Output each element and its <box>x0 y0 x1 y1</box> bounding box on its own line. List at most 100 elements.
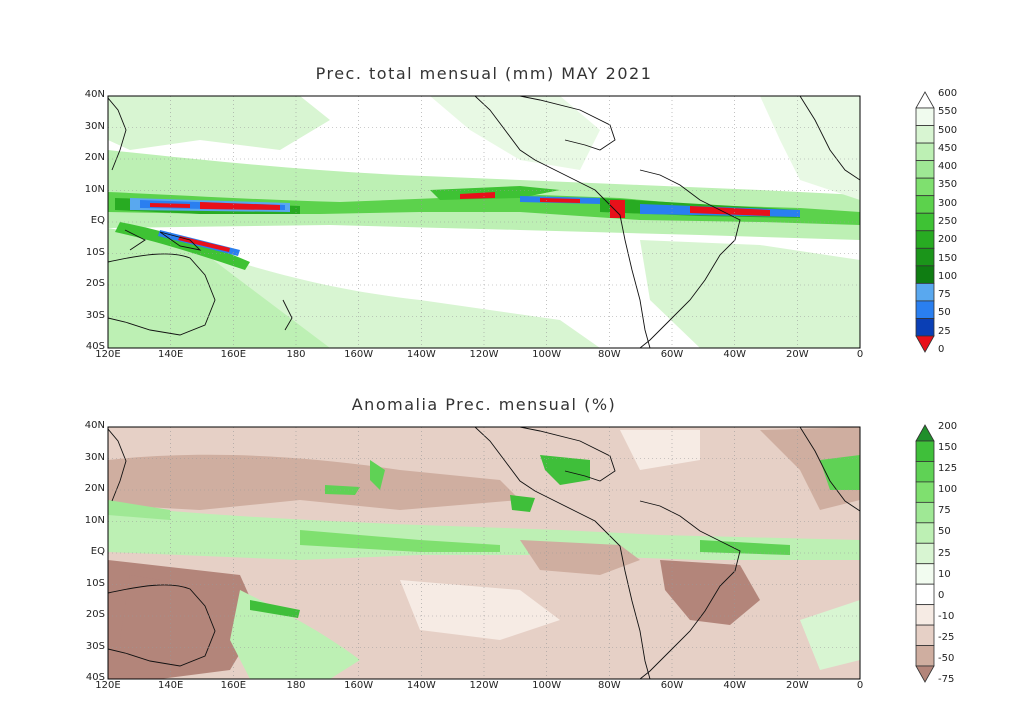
lat-tick-label: 40S <box>85 672 105 683</box>
lon-tick-label: 160E <box>220 349 247 360</box>
lon-tick-label: 180 <box>286 680 306 691</box>
colorbar-swatch <box>915 265 935 284</box>
colorbar-bottom-triangle <box>915 335 935 353</box>
colorbar-swatch <box>915 212 935 232</box>
lat-tick-label: 20N <box>84 483 105 494</box>
lon-tick-label: 120E <box>95 680 121 691</box>
lon-tick-label: 60W <box>660 349 684 360</box>
colorbar-level-label: 75 <box>938 505 951 517</box>
bottom-map-frame <box>107 426 861 680</box>
lon-tick-label: 40W <box>723 349 746 360</box>
colorbar-level-label: 400 <box>938 161 958 173</box>
colorbar-swatch <box>915 300 935 319</box>
colorbar-level-label: 250 <box>938 216 958 227</box>
colorbar-level-label: 50 <box>938 526 951 538</box>
colorbar-level-label: 0 <box>938 589 945 601</box>
colorbar-swatch <box>915 318 935 337</box>
lon-tick-label: 0 <box>856 349 864 360</box>
colorbar-level-label: 150 <box>938 442 958 454</box>
colorbar-level-label: -25 <box>938 631 955 643</box>
lat-tick-label: 20N <box>84 152 105 163</box>
colorbar-level-label: 10 <box>938 568 951 580</box>
top-map-frame <box>107 95 861 349</box>
colorbar-swatch <box>915 195 935 214</box>
top-panel-title: Prec. total mensual (mm) MAY 2021 <box>315 64 653 83</box>
colorbar-level-label: 100 <box>938 270 958 282</box>
colorbar-level-label: 300 <box>938 197 958 209</box>
colorbar-level-label: -10 <box>938 610 955 622</box>
colorbar-swatch <box>915 624 935 646</box>
colorbar-top-triangle <box>915 424 935 442</box>
colorbar-level-label: 600 <box>938 88 958 99</box>
lon-tick-label: 80W <box>598 680 621 691</box>
top-precip-map <box>108 96 860 348</box>
lat-tick-label: 10S <box>85 577 105 589</box>
lat-tick-label: 40N <box>84 89 105 100</box>
colorbar-swatch <box>915 522 935 544</box>
colorbar-swatch <box>915 230 935 249</box>
lat-tick-label: 10N <box>84 183 105 195</box>
colorbar-top-triangle <box>915 91 935 109</box>
colorbar-swatch <box>915 247 935 267</box>
colorbar-swatch <box>915 125 935 144</box>
colorbar-level-label: 0 <box>938 344 945 355</box>
lat-tick-label: 30N <box>84 451 105 463</box>
colorbar-bottom-triangle <box>915 665 935 683</box>
colorbar-swatch <box>915 645 935 667</box>
colorbar-level-label: 200 <box>938 421 958 432</box>
lon-tick-label: 20W <box>786 349 809 360</box>
colorbar-level-label: -50 <box>938 652 955 664</box>
colorbar-level-label: 150 <box>938 252 958 264</box>
lat-tick-label: 20S <box>85 609 105 620</box>
colorbar-level-label: 25 <box>938 547 951 559</box>
colorbar-swatch <box>915 583 935 606</box>
lon-tick-label: 140E <box>157 349 184 360</box>
colorbar-level-label: 550 <box>938 106 958 118</box>
bottom-colorbar <box>915 424 935 683</box>
colorbar-swatch <box>915 501 935 524</box>
lon-tick-label: 0 <box>856 680 864 691</box>
lon-tick-label: 160W <box>344 680 374 691</box>
lat-tick-label: 10S <box>85 246 105 258</box>
colorbar-swatch <box>915 160 935 179</box>
colorbar-level-label: 200 <box>938 234 958 246</box>
bottom-panel-title: Anomalia Prec. mensual (%) <box>351 395 617 414</box>
colorbar-level-label: 450 <box>938 142 958 154</box>
colorbar-level-label: 25 <box>938 325 951 337</box>
lon-tick-label: 140W <box>406 349 436 360</box>
lon-tick-label: 140W <box>406 680 436 691</box>
lon-tick-label: 140E <box>157 680 184 691</box>
colorbar-swatch <box>915 481 935 503</box>
lat-tick-label: 30S <box>85 309 105 321</box>
lat-tick-label: EQ <box>90 215 105 226</box>
lat-tick-label: EQ <box>90 546 105 557</box>
colorbar-level-label: 75 <box>938 289 951 301</box>
top-colorbar <box>915 91 935 353</box>
colorbar-swatch <box>915 440 935 462</box>
colorbar-level-label: 100 <box>938 484 958 496</box>
lon-tick-label: 120W <box>469 680 499 691</box>
lat-tick-label: 10N <box>84 514 105 526</box>
colorbar-level-label: 500 <box>938 124 958 136</box>
lon-tick-label: 60W <box>660 680 684 691</box>
lon-tick-label: 120E <box>95 349 121 360</box>
lat-tick-label: 20S <box>85 278 105 289</box>
colorbar-level-label: 125 <box>938 463 958 475</box>
lat-tick-label: 40S <box>85 341 105 352</box>
lat-tick-label: 30S <box>85 640 105 652</box>
colorbar-swatch <box>915 282 935 302</box>
lat-tick-label: 40N <box>84 420 105 431</box>
lon-tick-label: 40W <box>723 680 746 691</box>
lon-tick-label: 160E <box>220 680 247 691</box>
lon-tick-label: 100W <box>532 680 562 691</box>
colorbar-swatch <box>915 461 935 483</box>
colorbar-level-label: 350 <box>938 179 958 191</box>
colorbar-swatch <box>915 563 935 585</box>
colorbar-swatch <box>915 604 935 626</box>
bottom-anomaly-map <box>108 427 860 679</box>
colorbar-swatch <box>915 107 935 126</box>
lon-tick-label: 20W <box>786 680 809 691</box>
colorbar-swatch <box>915 177 935 197</box>
lon-tick-label: 120W <box>469 349 499 360</box>
